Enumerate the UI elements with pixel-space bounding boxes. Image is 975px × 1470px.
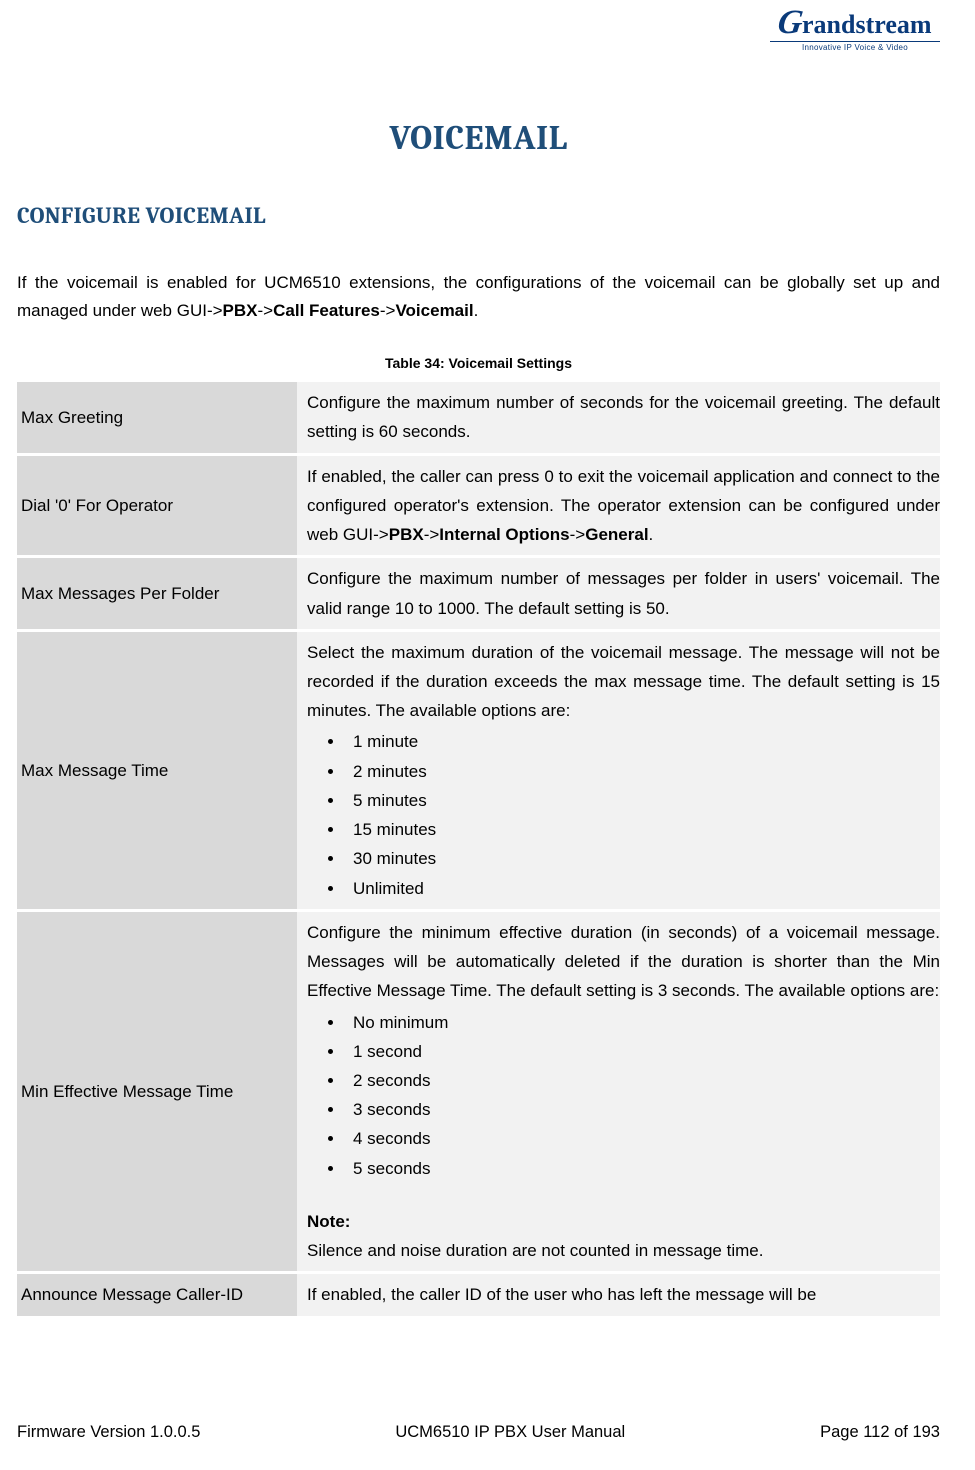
note-heading: Note: — [307, 1207, 940, 1236]
page-footer: Firmware Version 1.0.0.5 UCM6510 IP PBX … — [17, 1423, 940, 1442]
table-row: Max Messages Per Folder Configure the ma… — [17, 558, 940, 628]
brand-logo: Grandstream Innovative IP Voice & Video — [770, 10, 940, 52]
desc-bold-pbx: PBX — [389, 525, 424, 544]
page-title: VOICEMAIL — [17, 118, 940, 158]
list-item: 4 seconds — [345, 1124, 940, 1153]
logo-initial: G — [777, 13, 803, 33]
logo-tagline: Innovative IP Voice & Video — [770, 41, 940, 52]
footer-firmware: Firmware Version 1.0.0.5 — [17, 1423, 200, 1442]
desc-sep1: -> — [424, 525, 440, 544]
intro-post: . — [474, 301, 479, 320]
setting-label: Min Effective Message Time — [17, 912, 297, 1272]
setting-description: If enabled, the caller can press 0 to ex… — [297, 456, 940, 556]
options-list: 1 minute 2 minutes 5 minutes 15 minutes … — [307, 727, 940, 902]
table-row: Announce Message Caller-ID If enabled, t… — [17, 1274, 940, 1315]
setting-label: Dial '0' For Operator — [17, 456, 297, 556]
table-row: Max Message Time Select the maximum dura… — [17, 632, 940, 909]
table-caption: Table 34: Voicemail Settings — [17, 355, 940, 371]
voicemail-settings-table: Max Greeting Configure the maximum numbe… — [17, 379, 940, 1319]
note-body: Silence and noise duration are not count… — [307, 1241, 763, 1260]
setting-description: Configure the maximum number of seconds … — [297, 382, 940, 452]
logo-text: randstream — [802, 10, 932, 39]
list-item: 5 seconds — [345, 1154, 940, 1183]
setting-label: Max Messages Per Folder — [17, 558, 297, 628]
list-item: 1 minute — [345, 727, 940, 756]
list-item: 2 minutes — [345, 757, 940, 786]
table-row: Max Greeting Configure the maximum numbe… — [17, 382, 940, 452]
setting-label: Max Message Time — [17, 632, 297, 909]
intro-sep2: -> — [380, 301, 396, 320]
desc-bold-internal: Internal Options — [439, 525, 569, 544]
list-item: 3 seconds — [345, 1095, 940, 1124]
intro-bold-pbx: PBX — [223, 301, 258, 320]
section-heading: CONFIGURE VOICEMAIL — [17, 202, 940, 229]
list-item: 5 minutes — [345, 786, 940, 815]
footer-page-number: Page 112 of 193 — [820, 1423, 940, 1442]
desc-bold-general: General — [585, 525, 648, 544]
list-item: No minimum — [345, 1008, 940, 1037]
setting-label: Announce Message Caller-ID — [17, 1274, 297, 1315]
list-item: 1 second — [345, 1037, 940, 1066]
intro-paragraph: If the voicemail is enabled for UCM6510 … — [17, 269, 940, 325]
list-item: Unlimited — [345, 874, 940, 903]
table-row: Dial '0' For Operator If enabled, the ca… — [17, 456, 940, 556]
desc-post: . — [649, 525, 654, 544]
footer-doc-title: UCM6510 IP PBX User Manual — [395, 1423, 625, 1442]
list-item: 30 minutes — [345, 844, 940, 873]
list-item: 15 minutes — [345, 815, 940, 844]
setting-description: Configure the maximum number of messages… — [297, 558, 940, 628]
intro-bold-voicemail: Voicemail — [395, 301, 473, 320]
options-list: No minimum 1 second 2 seconds 3 seconds … — [307, 1008, 940, 1183]
desc-text: Configure the minimum effective duration… — [307, 918, 940, 1006]
intro-bold-callfeatures: Call Features — [273, 301, 380, 320]
intro-sep1: -> — [258, 301, 274, 320]
desc-sep2: -> — [570, 525, 586, 544]
setting-description: Configure the minimum effective duration… — [297, 912, 940, 1272]
table-row: Min Effective Message Time Configure the… — [17, 912, 940, 1272]
intro-pre: If the voicemail is enabled for UCM6510 … — [17, 273, 940, 320]
desc-text: Select the maximum duration of the voice… — [307, 638, 940, 726]
list-item: 2 seconds — [345, 1066, 940, 1095]
setting-description: If enabled, the caller ID of the user wh… — [297, 1274, 940, 1315]
setting-label: Max Greeting — [17, 382, 297, 452]
setting-description: Select the maximum duration of the voice… — [297, 632, 940, 909]
